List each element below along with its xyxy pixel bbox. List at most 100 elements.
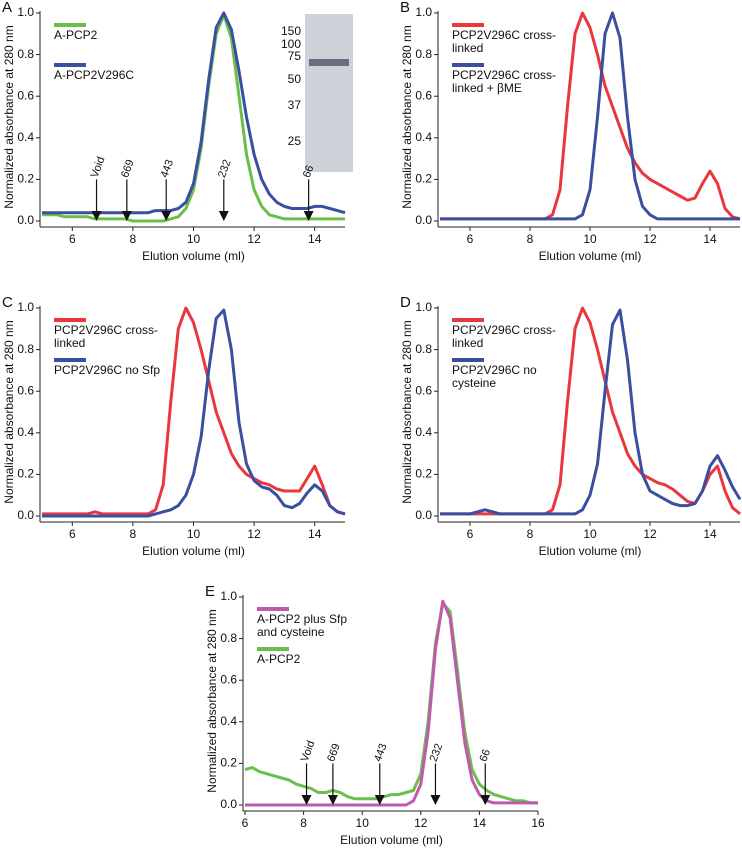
legend-item: A-PCP2V296C	[54, 69, 135, 82]
y-tick-label: 0.0	[17, 213, 34, 227]
panel-label: C	[2, 294, 13, 311]
marker-label: 232	[428, 742, 446, 763]
data-line	[42, 308, 346, 518]
x-tick-label: 14	[308, 232, 322, 246]
x-tick-label: 8	[527, 232, 534, 246]
x-tick-label: 6	[69, 527, 76, 541]
legend-item: PCP2V296C no Sfp	[54, 364, 161, 377]
y-tick-label: 0.8	[17, 47, 34, 61]
y-tick-label: 0.0	[415, 213, 432, 227]
y-tick-label: 1.0	[415, 5, 432, 19]
legend-label: A-PCP2	[54, 29, 98, 42]
marker-label: 66	[301, 164, 316, 180]
x-tick-label: 12	[247, 527, 261, 541]
legend-item: PCP2V296C cross-linked	[452, 324, 556, 350]
marker-arrowhead	[327, 795, 338, 805]
marker-arrowhead	[121, 211, 132, 221]
legend-item: PCP2V296C cross-linked	[452, 29, 557, 55]
data-line	[440, 308, 742, 516]
marker-label: Void	[89, 155, 108, 179]
y-axis-title: Normalized absorbance at 280 nm	[205, 609, 219, 792]
data-line	[42, 13, 345, 223]
y-tick-label: 1.0	[17, 5, 34, 19]
data-line	[440, 11, 740, 221]
x-tick-label: 12	[643, 527, 657, 541]
data-line	[42, 306, 346, 516]
marker-arrowhead	[218, 211, 229, 221]
marker-arrowhead	[161, 211, 172, 221]
y-tick-label: 0.6	[17, 383, 34, 397]
legend-label: PCP2V296C cross-linked	[54, 324, 159, 350]
marker-label: 669	[119, 158, 137, 179]
y-tick-label: 0.6	[17, 88, 34, 102]
x-tick-label: 6	[467, 527, 474, 541]
gel-band	[309, 59, 349, 66]
legend-item: PCP2V296C cross-linked	[54, 324, 159, 350]
marker-label: 443	[372, 742, 390, 763]
legend-item: PCP2V296C cross-linked + βME	[452, 69, 557, 95]
legend-label: A-PCP2V296C	[54, 69, 135, 82]
x-tick-label: 12	[247, 232, 261, 246]
x-tick-label: 6	[69, 232, 76, 246]
data-line	[245, 599, 538, 807]
y-tick-label: 0.2	[415, 172, 432, 186]
y-tick-label: 0.4	[220, 714, 237, 728]
legend-label: PCP2V296C cross-linked + βME	[452, 69, 557, 95]
marker-arrowhead	[303, 211, 314, 221]
panel-label: E	[205, 583, 215, 600]
legend-label: A-PCP2	[257, 653, 301, 666]
marker-label: 66	[478, 748, 493, 764]
marker-label: 232	[216, 158, 234, 179]
gel-marker-label: 37	[288, 98, 302, 112]
marker-arrowhead	[91, 211, 102, 221]
marker-arrowhead	[480, 795, 491, 805]
y-tick-label: 0.4	[17, 130, 34, 144]
x-axis-title: Elution volume (ml)	[142, 544, 245, 558]
y-tick-label: 0.4	[415, 130, 432, 144]
x-tick-label: 8	[300, 816, 307, 830]
y-tick-label: 1.0	[415, 300, 432, 314]
x-axis-title: Elution volume (ml)	[142, 249, 245, 263]
x-tick-label: 10	[187, 232, 201, 246]
y-tick-label: 0.0	[17, 508, 34, 522]
marker-arrowhead	[374, 795, 385, 805]
panel-label: D	[400, 294, 411, 311]
x-axis-title: Elution volume (ml)	[340, 833, 443, 847]
x-tick-label: 6	[467, 232, 474, 246]
x-tick-label: 8	[527, 527, 534, 541]
y-axis-title: Normalized absorbance at 280 nm	[400, 320, 414, 503]
marker-arrowhead	[301, 795, 312, 805]
gel-image	[305, 14, 353, 172]
legend-label: PCP2V296C no Sfp	[54, 364, 161, 377]
legend-label: PCP2V296C no cysteine	[452, 364, 537, 390]
x-tick-label: 10	[583, 527, 597, 541]
gel-marker-label: 150	[281, 24, 301, 38]
x-axis-title: Elution volume (ml)	[539, 544, 642, 558]
y-tick-label: 0.8	[415, 47, 432, 61]
gel-marker-label: 75	[288, 49, 302, 63]
y-tick-label: 0.8	[415, 342, 432, 356]
data-line	[244, 601, 538, 805]
y-tick-label: 0.0	[415, 508, 432, 522]
legend-label: PCP2V296C cross-linked	[452, 29, 557, 55]
x-axis-title: Elution volume (ml)	[539, 249, 642, 263]
y-tick-label: 0.4	[17, 425, 34, 439]
gel-marker-label: 100	[281, 37, 301, 51]
panel-label: A	[2, 0, 12, 16]
x-tick-label: 10	[583, 232, 597, 246]
x-tick-label: 10	[187, 527, 201, 541]
data-line	[440, 306, 741, 516]
x-tick-label: 10	[356, 816, 370, 830]
x-tick-label: 14	[308, 527, 322, 541]
panel-label: B	[400, 0, 410, 16]
y-tick-label: 0.8	[220, 631, 237, 645]
y-tick-label: 0.2	[17, 467, 34, 481]
legend-item: A-PCP2 plus Sfp and cysteine	[257, 613, 347, 639]
y-tick-label: 0.2	[220, 756, 237, 770]
legend-item: PCP2V296C no cysteine	[452, 364, 537, 390]
x-tick-label: 8	[130, 232, 137, 246]
x-tick-label: 14	[703, 527, 717, 541]
x-tick-label: 8	[130, 527, 137, 541]
